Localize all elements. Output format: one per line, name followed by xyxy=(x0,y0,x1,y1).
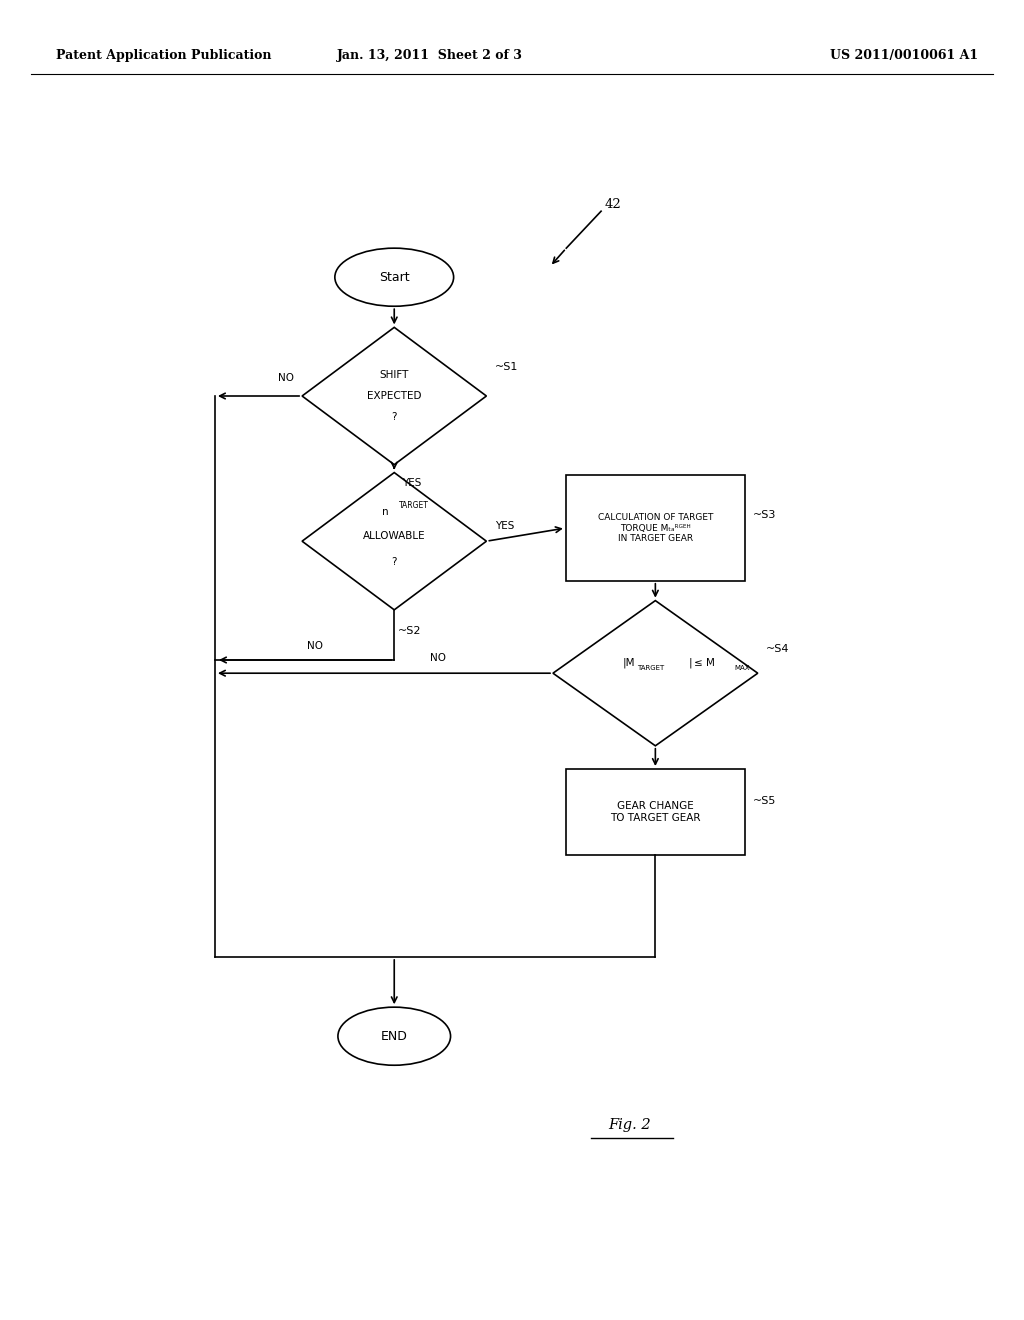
Text: ?: ? xyxy=(391,412,397,422)
Text: YES: YES xyxy=(402,478,422,488)
Text: ~S4: ~S4 xyxy=(766,644,790,655)
Text: Jan. 13, 2011  Sheet 2 of 3: Jan. 13, 2011 Sheet 2 of 3 xyxy=(337,49,523,62)
Text: END: END xyxy=(381,1030,408,1043)
Text: ~S5: ~S5 xyxy=(754,796,776,807)
Text: Start: Start xyxy=(379,271,410,284)
Text: ≤ M: ≤ M xyxy=(694,657,715,668)
Text: CALCULATION OF TARGET
TORQUE Mₜₐᴿᴳᴱᴴ
IN TARGET GEAR: CALCULATION OF TARGET TORQUE Mₜₐᴿᴳᴱᴴ IN … xyxy=(598,513,713,543)
Text: Fig. 2: Fig. 2 xyxy=(608,1118,651,1131)
Text: n: n xyxy=(383,507,389,517)
Text: Patent Application Publication: Patent Application Publication xyxy=(56,49,271,62)
Text: |M: |M xyxy=(623,657,635,668)
Text: YES: YES xyxy=(495,520,514,531)
Text: ~S2: ~S2 xyxy=(398,626,422,636)
Text: US 2011/0010061 A1: US 2011/0010061 A1 xyxy=(829,49,978,62)
Text: NO: NO xyxy=(307,640,324,651)
Text: TARGET: TARGET xyxy=(399,502,429,510)
Text: ALLOWABLE: ALLOWABLE xyxy=(362,531,426,541)
Text: NO: NO xyxy=(278,372,294,383)
Text: TARGET: TARGET xyxy=(637,665,665,671)
Text: NO: NO xyxy=(430,652,446,663)
Text: ~S3: ~S3 xyxy=(754,510,776,520)
Text: ?: ? xyxy=(391,557,397,568)
Text: |: | xyxy=(688,657,692,668)
Text: SHIFT: SHIFT xyxy=(380,370,409,380)
Bar xyxy=(565,768,745,855)
Text: ~S1: ~S1 xyxy=(495,362,518,372)
Text: EXPECTED: EXPECTED xyxy=(367,391,422,401)
Text: MAX: MAX xyxy=(734,665,750,671)
Bar xyxy=(565,475,745,581)
Text: 42: 42 xyxy=(604,198,621,211)
Text: GEAR CHANGE
TO TARGET GEAR: GEAR CHANGE TO TARGET GEAR xyxy=(610,801,700,822)
